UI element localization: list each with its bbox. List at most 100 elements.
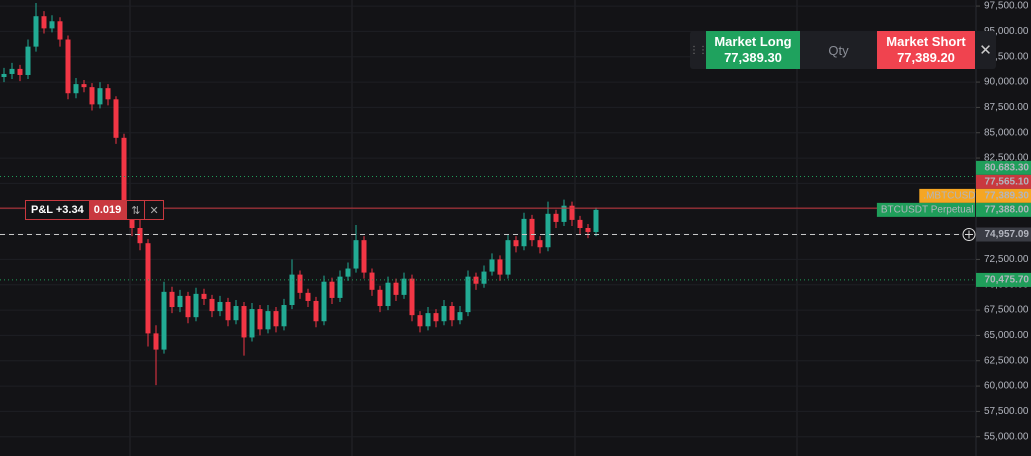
price-label-box (976, 227, 1031, 242)
price-label: 80,683.30 (985, 163, 1030, 174)
candle-body (425, 313, 431, 327)
candle-body (225, 301, 231, 321)
candle-body (265, 311, 271, 330)
candle-body (305, 292, 311, 301)
y-tick-label: 57,500.00 (984, 406, 1029, 417)
candle-body (417, 315, 423, 327)
candle-body (113, 99, 119, 138)
candle-body (41, 16, 47, 29)
candle-body (185, 295, 191, 318)
close-position-button[interactable]: ✕ (144, 201, 162, 219)
y-tick-label: 67,500.00 (984, 305, 1029, 316)
candle-body (337, 276, 343, 298)
y-tick-label: 82,500.00 (984, 153, 1029, 164)
candle-body (65, 39, 71, 94)
market-short-button[interactable]: Market Short 77,389.20 (877, 31, 975, 69)
candle-body (313, 300, 319, 322)
candle-body (585, 228, 591, 233)
short-label: Market Short (886, 34, 966, 49)
price-label: 77,565.10 (985, 177, 1030, 188)
reverse-button[interactable]: ⇅ (126, 201, 144, 219)
price-label: 70,475.70 (985, 275, 1030, 286)
candle-body (577, 219, 583, 228)
short-price: 77,389.20 (897, 50, 955, 65)
y-tick-label: 65,000.00 (984, 330, 1029, 341)
candle-body (217, 301, 223, 312)
y-tick-label: 95,000.00 (984, 26, 1029, 37)
candle-body (545, 213, 551, 248)
candle-body (385, 282, 391, 307)
candle-body (161, 291, 167, 350)
candle-body (233, 306, 239, 321)
close-button[interactable]: ✕ (979, 42, 992, 59)
candle-body (177, 295, 183, 308)
candle-body (49, 21, 55, 29)
candle-body (89, 87, 95, 105)
drag-handle[interactable]: ⋮⋮ (689, 44, 708, 56)
y-tick-label: 62,500.00 (984, 355, 1029, 366)
candle-body (505, 240, 511, 275)
candle-body (81, 84, 87, 88)
candle-body (249, 309, 255, 338)
candle-body (569, 205, 575, 220)
candle-body (457, 312, 463, 321)
candle-body (281, 305, 287, 327)
market-long-button[interactable]: Market Long 77,389.30 (706, 31, 800, 69)
price-tag: .MBTCUSDT (923, 191, 981, 202)
price-label-box (976, 160, 1031, 175)
price-label: 77,388.00 (985, 205, 1030, 216)
crosshair-add-plus (965, 230, 973, 239)
candle-body (401, 278, 407, 295)
price-label-box (976, 188, 1031, 203)
candle-body (201, 293, 207, 299)
candle-body (513, 240, 519, 247)
candle-body (369, 272, 375, 290)
candle-body (257, 309, 263, 330)
price-label-box (976, 272, 1031, 287)
candle-body (297, 274, 303, 293)
qty-input[interactable]: Qty (800, 31, 877, 69)
y-tick-label: 90,000.00 (984, 77, 1029, 88)
candle-body (145, 243, 151, 334)
candle-body (121, 137, 127, 209)
candle-body (33, 16, 39, 47)
candle-body (433, 313, 439, 322)
pnl: P&L +3.34 (31, 204, 84, 216)
price-tag-box (876, 202, 975, 217)
qty-label: Qty (828, 42, 849, 58)
candle-body (449, 306, 455, 321)
candle-body (529, 218, 535, 241)
order-panel: ⋮⋮ Market Long 77,389.30 Qty Market Shor… (689, 31, 996, 69)
candle-body (361, 240, 367, 273)
candle-body (57, 21, 63, 40)
y-tick-label: 92,500.00 (984, 51, 1029, 62)
price-label-box (976, 174, 1031, 189)
candle-body (137, 228, 143, 244)
candle-body (409, 278, 415, 316)
candle-body (393, 282, 399, 295)
candle-body (153, 333, 159, 350)
price-label: 77,389.30 (985, 191, 1030, 202)
candle-body (289, 274, 295, 306)
candle-body (481, 271, 487, 284)
candle-body (345, 268, 351, 277)
position-widget: P&L +3.34 0.019 ⇅ ✕ (25, 200, 164, 220)
candle-body (25, 46, 31, 75)
candle-body (105, 88, 111, 100)
candle-body (521, 218, 527, 247)
price-label-box (976, 202, 1031, 217)
candle-body (9, 68, 15, 74)
price-tag: BTCUSDT Perpetual (881, 205, 974, 216)
y-tick-label: 97,500.00 (984, 1, 1029, 12)
candle-body (553, 213, 559, 222)
candle-body (377, 289, 383, 307)
vertical-grid (129, 0, 798, 456)
candle-body (97, 88, 103, 105)
candle-body (193, 293, 199, 318)
long-price: 77,389.30 (724, 50, 782, 65)
candle-body (353, 240, 359, 269)
y-tick-label: 60,000.00 (984, 381, 1029, 392)
